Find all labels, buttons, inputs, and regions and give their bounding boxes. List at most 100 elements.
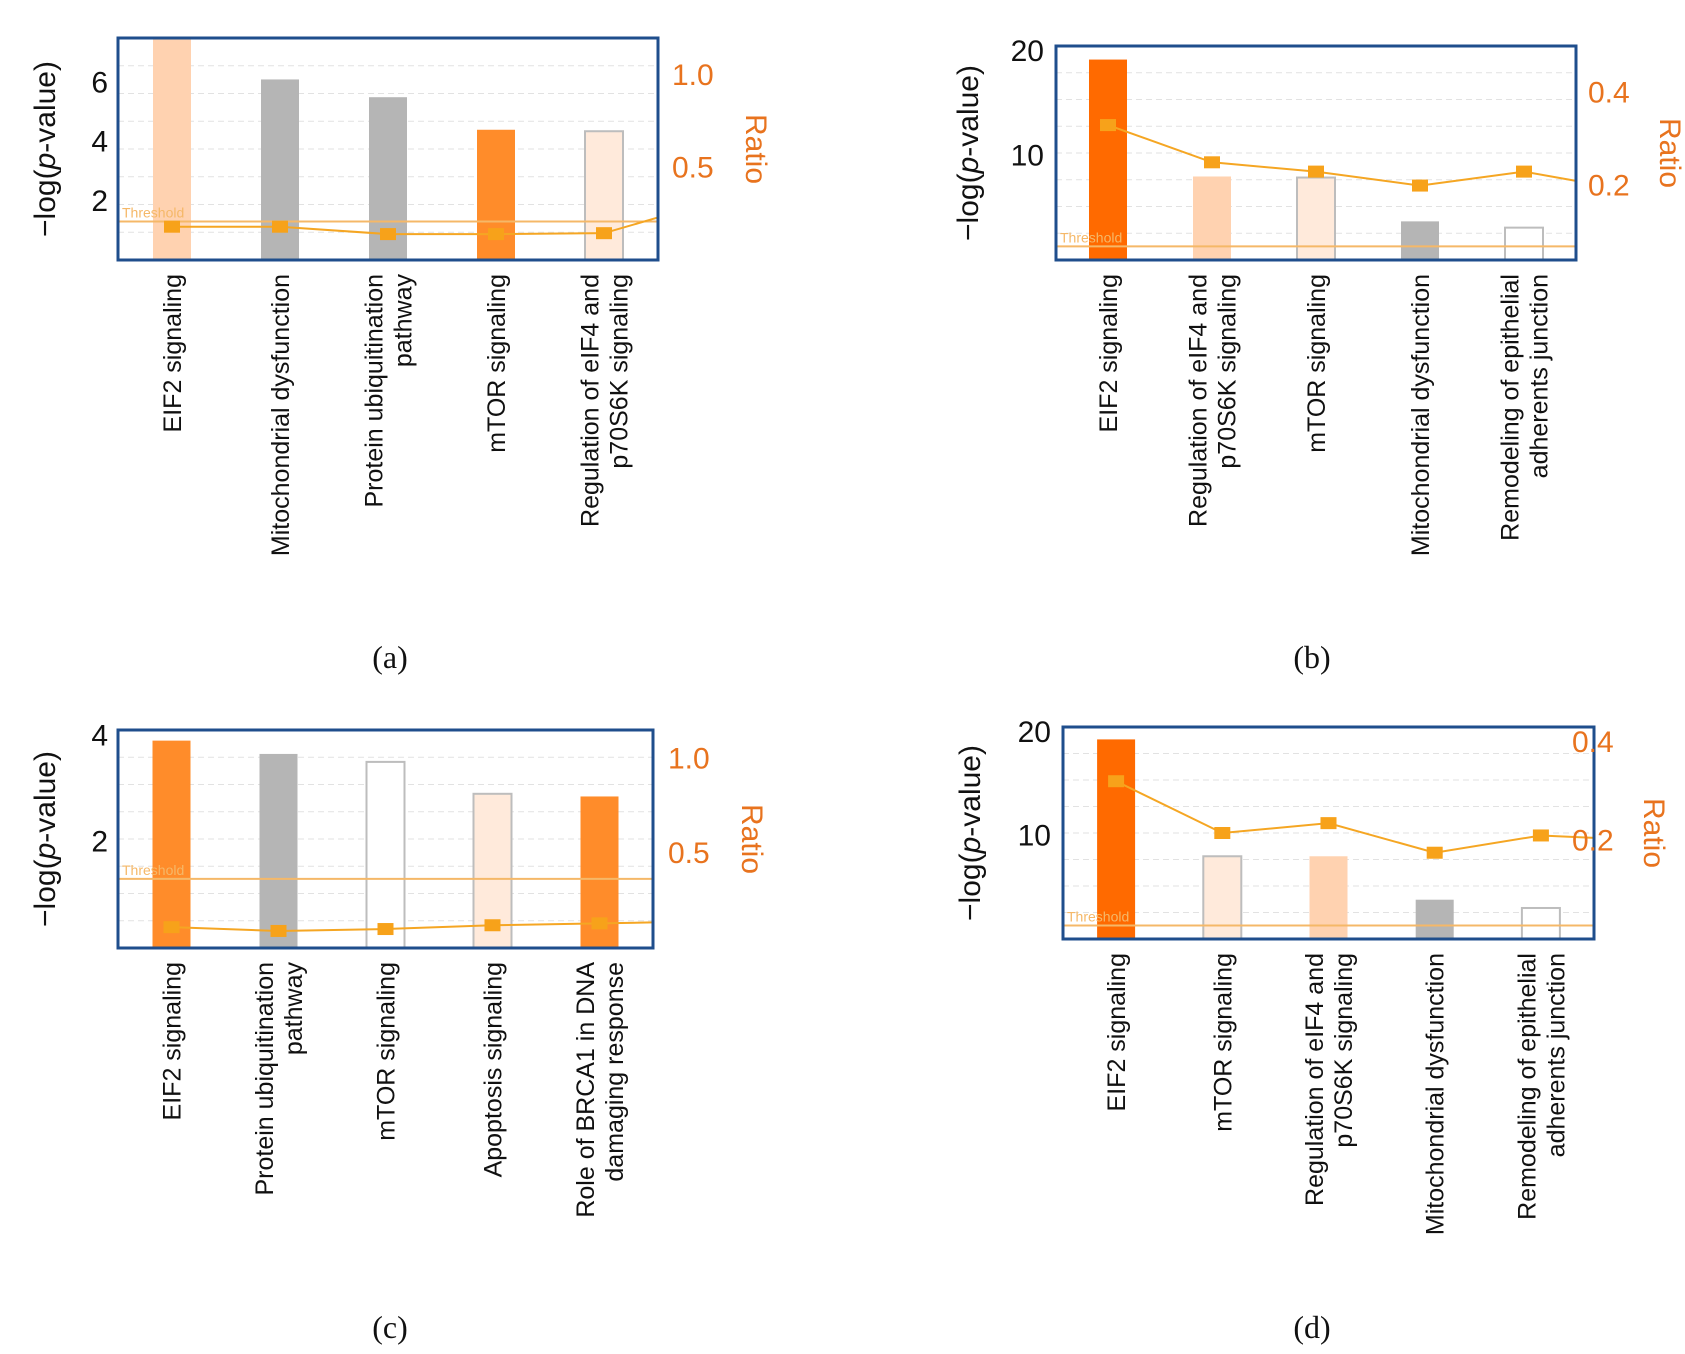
y-tick-label: 20 (1018, 716, 1051, 749)
ratio-marker (1214, 827, 1231, 839)
panel-caption: (c) (372, 1309, 408, 1345)
bar (1296, 176, 1336, 261)
ratio-marker (164, 220, 180, 233)
ratio-marker (1204, 156, 1220, 169)
chart-panel-a: Threshold 2 4 6 0.5 1.0 −log(p-value) Ratio EIF2… (29, 36, 772, 675)
ratio-marker (484, 919, 501, 932)
y2-tick-label: 0.4 (1572, 726, 1614, 759)
y-axis-label: −log(p-value) (29, 61, 62, 237)
y2-tick-label: 0.5 (672, 152, 714, 185)
y2-tick-label: 0.2 (1588, 170, 1630, 203)
category-label: mTOR signaling (1209, 953, 1237, 1132)
category-label: Protein ubiquitinationpathway (251, 962, 308, 1196)
ratio-marker (1108, 775, 1125, 788)
y2-axis-label: Ratio (1653, 118, 1685, 188)
category-label: EIF2 signaling (1095, 274, 1123, 432)
category-label: EIF2 signaling (159, 962, 187, 1120)
threshold-label: Threshold (1060, 229, 1122, 245)
y2-tick-label: 1.0 (672, 59, 714, 92)
ratio-marker (377, 923, 394, 936)
ratio-marker (380, 228, 396, 241)
category-label: Mitochondrial dysfunction (1422, 953, 1450, 1235)
bar (261, 79, 299, 260)
y-tick-label: 10 (1011, 140, 1044, 173)
bar (1097, 739, 1136, 939)
y-axis-label: −log(p-value) (954, 745, 987, 921)
bar (477, 129, 515, 260)
bar (1309, 856, 1348, 939)
y2-tick-label: 0.2 (1572, 824, 1614, 857)
ratio-line (171, 921, 654, 932)
category-label: Remodeling of epithelialadherents juncti… (1513, 953, 1570, 1220)
plot-frame (116, 728, 655, 950)
ratio-marker (1320, 817, 1337, 830)
category-label: Apoptosis signaling (480, 962, 508, 1177)
y-axis-label: −log(p-value) (952, 65, 985, 241)
y-tick-label: 4 (91, 126, 108, 159)
bar (1193, 176, 1231, 260)
y-tick-label: 20 (1011, 35, 1044, 68)
ratio-marker (163, 921, 180, 934)
bar (259, 753, 298, 948)
y2-tick-label: 0.5 (668, 837, 710, 870)
bar (1504, 226, 1544, 261)
y-tick-label: 2 (91, 185, 108, 218)
y2-tick-label: 1.0 (668, 742, 710, 775)
chart-panel-b: Threshold 10 20 0.2 0.4 −log(p-value) Ratio EIF… (952, 35, 1685, 675)
bar (1089, 59, 1127, 260)
category-label: mTOR signaling (483, 274, 511, 453)
ratio-marker (272, 220, 288, 233)
plot-frame (1054, 44, 1578, 262)
panel-caption: (b) (1293, 639, 1330, 675)
threshold-label: Threshold (122, 205, 184, 221)
y2-axis-label: Ratio (739, 114, 772, 184)
threshold-label: Threshold (1067, 909, 1129, 925)
panel-caption: (a) (372, 639, 408, 675)
y-tick-label: 4 (91, 719, 108, 752)
category-label: Mitochondrial dysfunction (1407, 274, 1435, 556)
category-label: Remodeling of epithelialadherents juncti… (1497, 274, 1554, 541)
category-label: EIF2 signaling (1103, 953, 1131, 1111)
threshold-label: Threshold (122, 862, 184, 878)
category-label: mTOR signaling (1303, 274, 1331, 453)
ratio-line (1107, 124, 1577, 187)
bar (1202, 855, 1243, 941)
bar (584, 130, 624, 261)
ratio-marker (1426, 846, 1443, 859)
ratio-marker (596, 227, 612, 240)
category-label: Role of BRCA1 in DNAdamaging response (572, 962, 629, 1218)
ratio-marker (1412, 179, 1428, 192)
category-label: Regulation of eIF4 andp70S6K signaling (577, 274, 634, 527)
ratio-line (172, 216, 659, 236)
plot-frame (1061, 725, 1596, 941)
bar (1415, 899, 1454, 939)
ratio-marker (270, 924, 287, 937)
ratio-marker (1516, 165, 1532, 178)
category-label: EIF2 signaling (159, 274, 187, 432)
category-label: Regulation of eIF4 andp70S6K signaling (1185, 274, 1242, 527)
y-tick-label: 2 (91, 826, 108, 859)
y2-tick-label: 0.4 (1588, 77, 1630, 110)
ratio-marker (488, 228, 504, 241)
category-label: Mitochondrial dysfunction (267, 274, 295, 556)
ratio-marker (591, 917, 608, 930)
bar (152, 740, 191, 948)
bar (365, 760, 406, 950)
y-tick-label: 10 (1018, 820, 1051, 853)
bar (1401, 221, 1439, 260)
y-axis-label: −log(p-value) (29, 751, 62, 927)
y2-axis-label: Ratio (735, 804, 768, 874)
ratio-marker (1100, 119, 1116, 132)
panel-caption: (d) (1293, 1309, 1330, 1345)
plot-frame (116, 36, 660, 262)
y2-axis-label: Ratio (1637, 798, 1670, 868)
category-label: Regulation of eIF4 andp70S6K signaling (1301, 953, 1358, 1206)
ratio-line (1115, 780, 1595, 854)
category-label: mTOR signaling (373, 962, 401, 1141)
category-label: Protein ubiquitinationpathway (361, 274, 418, 508)
chart-panel-c: Threshold 2 4 0.5 1.0 −log(p-value) Ratio EIF2 … (29, 719, 768, 1345)
chart-panel-d: Threshold 10 20 0.2 0.4 −log(p-value) Ratio EIF… (954, 716, 1670, 1345)
ratio-marker (1308, 165, 1324, 178)
bar (1520, 906, 1561, 940)
